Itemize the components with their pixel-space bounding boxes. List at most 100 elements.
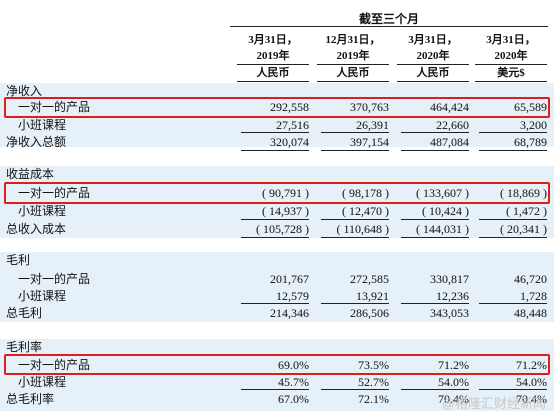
- cell-value: 68,789: [514, 135, 547, 149]
- cell-value: 72.1%: [358, 392, 389, 406]
- cell-value: 46,720: [514, 272, 547, 286]
- row-label: 总毛利率: [6, 392, 55, 406]
- cell-value: ( 1,472 ): [506, 204, 547, 218]
- cell-value: ( 18,869 ): [500, 186, 547, 200]
- cell-value: ( 12,470 ): [342, 204, 389, 218]
- cell-value: 3,200: [520, 118, 547, 132]
- cell-value: 214,346: [270, 306, 309, 320]
- table-row-total: 总毛利 214,346 286,506 343,053 48,448: [0, 305, 554, 321]
- column-header-2: 12月31日， 2019年 人民币: [317, 32, 389, 82]
- total-rule: [479, 150, 547, 151]
- row-label: 小班课程: [18, 375, 67, 389]
- subtotal-rule: [241, 219, 309, 220]
- section-band: [0, 252, 554, 322]
- cell-value: 12,236: [436, 289, 469, 303]
- table-row-total: 总毛利率 67.0% 72.1% 70.4% 70.4%: [0, 391, 554, 407]
- total-rule: [479, 237, 547, 238]
- column-year: 2020年: [397, 48, 469, 65]
- cell-value: 13,921: [356, 289, 389, 303]
- cell-value: ( 10,424 ): [422, 204, 469, 218]
- column-date: 3月31日，: [486, 34, 536, 46]
- column-year: 2019年: [317, 48, 389, 65]
- column-year: 2019年: [237, 48, 309, 65]
- subtotal-rule: [241, 132, 309, 133]
- row-label: 净收入总额: [6, 135, 67, 149]
- table-row: 小班课程 27,516 26,391 22,660 3,200: [0, 117, 554, 133]
- table-row: 一对一的产品 201,767 272,585 330,817 46,720: [0, 271, 554, 287]
- cell-value: ( 14,937 ): [262, 204, 309, 218]
- watermark-text: @格隆汇财经新闻: [441, 396, 546, 411]
- row-label: 小班课程: [18, 204, 67, 218]
- table-row: 一对一的产品 292,558 370,763 464,424 65,589: [0, 99, 554, 115]
- column-currency: 美元$: [475, 65, 547, 82]
- table-row: 小班课程 ( 14,937 ) ( 12,470 ) ( 10,424 ) ( …: [0, 203, 554, 219]
- subtotal-rule: [401, 132, 469, 133]
- total-rule: [241, 237, 309, 238]
- cell-value: 320,074: [270, 135, 309, 149]
- total-rule: [241, 150, 309, 151]
- column-currency: 人民币: [317, 65, 389, 82]
- cell-value: 272,585: [350, 272, 389, 286]
- section-title: 毛利率: [0, 339, 554, 355]
- column-currency: 人民币: [397, 65, 469, 82]
- subtotal-rule: [321, 389, 389, 390]
- cell-value: ( 144,031 ): [416, 222, 469, 236]
- column-date: 12月31日，: [325, 34, 381, 46]
- row-label: 小班课程: [18, 289, 67, 303]
- section-title-label: 净收入: [6, 84, 43, 98]
- subtotal-rule: [479, 219, 547, 220]
- section-title-label: 毛利率: [6, 340, 43, 354]
- column-date: 3月31日，: [248, 34, 298, 46]
- row-label: 一对一的产品: [18, 358, 91, 372]
- cell-value: 54.0%: [516, 375, 547, 389]
- highlight-box: [4, 354, 550, 375]
- total-rule: [321, 150, 389, 151]
- row-label: 一对一的产品: [18, 272, 91, 286]
- cell-value: 67.0%: [278, 392, 309, 406]
- period-header: 截至三个月: [230, 10, 548, 27]
- cell-value: 52.7%: [358, 375, 389, 389]
- subtotal-rule: [479, 389, 547, 390]
- cell-value: 45.7%: [278, 375, 309, 389]
- table-row: 小班课程 12,579 13,921 12,236 1,728: [0, 288, 554, 304]
- column-header-3: 3月31日， 2020年 人民币: [397, 32, 469, 82]
- cell-value: 397,154: [350, 135, 389, 149]
- cell-value: 370,763: [350, 100, 389, 114]
- cell-value: 12,579: [276, 289, 309, 303]
- subtotal-rule: [241, 389, 309, 390]
- row-label: 总毛利: [6, 306, 43, 320]
- section-title-label: 毛利: [6, 253, 31, 267]
- cell-value: 487,084: [430, 135, 469, 149]
- column-header-4: 3月31日， 2020年 美元$: [475, 32, 547, 82]
- table-row: 一对一的产品 69.0% 73.5% 71.2% 71.2%: [0, 357, 554, 373]
- cell-value: 48,448: [514, 306, 547, 320]
- cell-value: ( 105,728 ): [256, 222, 309, 236]
- cell-value: 65,589: [514, 100, 547, 114]
- cell-value: 464,424: [430, 100, 469, 114]
- section-title-label: 收益成本: [6, 167, 55, 181]
- subtotal-rule: [401, 303, 469, 304]
- section-band: [0, 83, 554, 147]
- row-label: 小班课程: [18, 118, 67, 132]
- column-year: 2020年: [475, 48, 547, 65]
- section-title: 毛利: [0, 252, 554, 268]
- table-row: 一对一的产品 ( 90,791 ) ( 98,178 ) ( 133,607 )…: [0, 185, 554, 201]
- section-title: 净收入: [0, 83, 554, 99]
- subtotal-rule: [401, 389, 469, 390]
- section-band: [0, 339, 554, 411]
- cell-value: 70.4%: [516, 392, 547, 406]
- table-row-total: 总收入成本 ( 105,728 ) ( 110,648 ) ( 144,031 …: [0, 221, 554, 237]
- subtotal-rule: [321, 219, 389, 220]
- cell-value: 54.0%: [438, 375, 469, 389]
- subtotal-rule: [479, 303, 547, 304]
- table-row: 小班课程 45.7% 52.7% 54.0% 54.0%: [0, 374, 554, 390]
- subtotal-rule: [479, 132, 547, 133]
- row-label: 总收入成本: [6, 222, 67, 236]
- cell-value: ( 133,607 ): [416, 186, 469, 200]
- subtotal-rule: [321, 132, 389, 133]
- cell-value: ( 90,791 ): [262, 186, 309, 200]
- cell-value: ( 20,341 ): [500, 222, 547, 236]
- cell-value: 70.4%: [438, 392, 469, 406]
- cell-value: 71.2%: [438, 358, 469, 372]
- cell-value: 343,053: [430, 306, 469, 320]
